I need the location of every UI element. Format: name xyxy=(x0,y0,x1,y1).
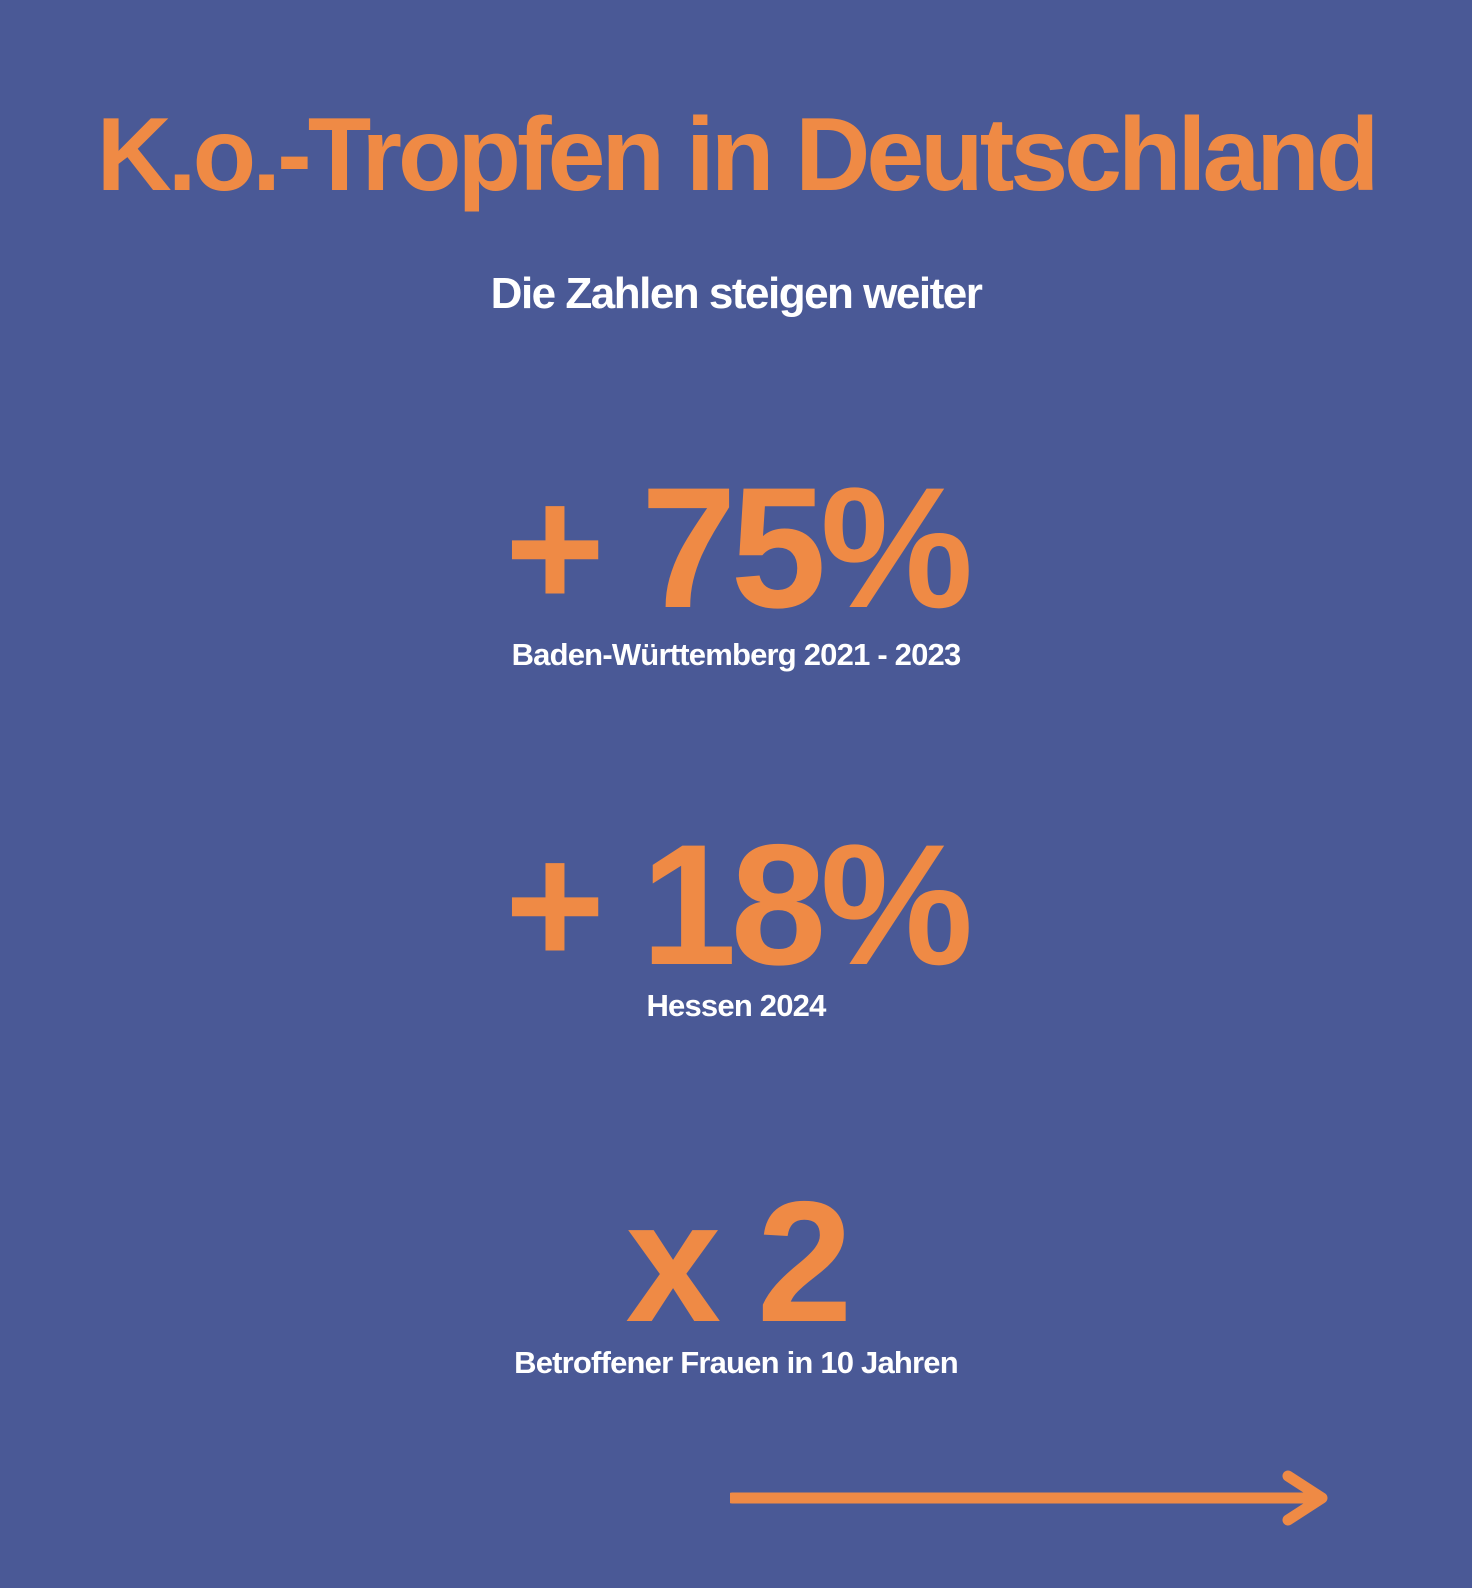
arrow-right-icon[interactable] xyxy=(730,1470,1330,1530)
stat-value: + 18% xyxy=(504,809,973,1001)
stat-baden-wuerttemberg: + 75% Baden-Württemberg 2021 - 2023 xyxy=(0,458,1472,675)
stat-hessen: + 18% Hessen 2024 xyxy=(0,815,1472,1026)
stat-label: Betroffener Frauen in 10 Jahren xyxy=(514,1345,959,1380)
stat-betroffene-frauen: x 2 Betroffener Frauen in 10 Jahren xyxy=(0,1172,1472,1383)
stat-label: Hessen 2024 xyxy=(646,988,826,1023)
stat-label: Baden-Württemberg 2021 - 2023 xyxy=(511,637,962,672)
page-subtitle: Die Zahlen steigen weiter xyxy=(490,269,983,318)
page-title: K.o.-Tropfen in Deutschland xyxy=(96,97,1380,213)
stat-value: + 75% xyxy=(504,452,973,644)
stat-value: x 2 xyxy=(625,1166,852,1358)
